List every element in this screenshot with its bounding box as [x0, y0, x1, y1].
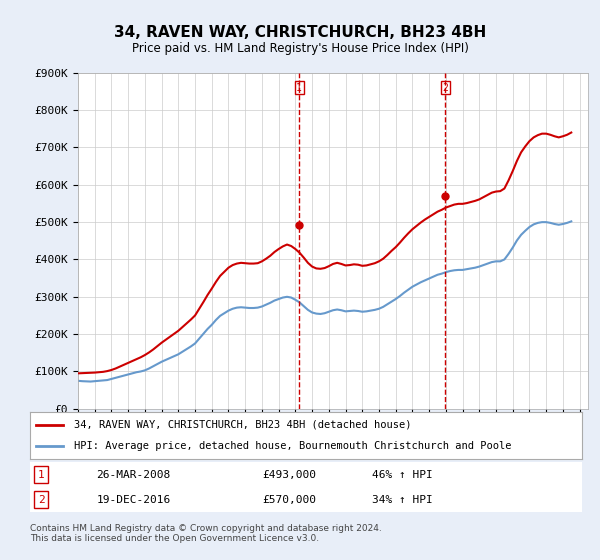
Text: 34, RAVEN WAY, CHRISTCHURCH, BH23 4BH (detached house): 34, RAVEN WAY, CHRISTCHURCH, BH23 4BH (d… — [74, 420, 412, 430]
Text: 34, RAVEN WAY, CHRISTCHURCH, BH23 4BH: 34, RAVEN WAY, CHRISTCHURCH, BH23 4BH — [114, 25, 486, 40]
Text: 1: 1 — [296, 83, 302, 93]
Text: 19-DEC-2016: 19-DEC-2016 — [96, 495, 170, 505]
Text: 34% ↑ HPI: 34% ↑ HPI — [372, 495, 433, 505]
Text: £570,000: £570,000 — [262, 495, 316, 505]
Text: Contains HM Land Registry data © Crown copyright and database right 2024.
This d: Contains HM Land Registry data © Crown c… — [30, 524, 382, 543]
Text: 2: 2 — [442, 83, 448, 93]
Text: 26-MAR-2008: 26-MAR-2008 — [96, 470, 170, 479]
Text: HPI: Average price, detached house, Bournemouth Christchurch and Poole: HPI: Average price, detached house, Bour… — [74, 441, 512, 451]
Text: 1: 1 — [38, 470, 44, 479]
Text: 46% ↑ HPI: 46% ↑ HPI — [372, 470, 433, 479]
Text: 2: 2 — [38, 495, 44, 505]
Text: £493,000: £493,000 — [262, 470, 316, 479]
Text: Price paid vs. HM Land Registry's House Price Index (HPI): Price paid vs. HM Land Registry's House … — [131, 42, 469, 55]
